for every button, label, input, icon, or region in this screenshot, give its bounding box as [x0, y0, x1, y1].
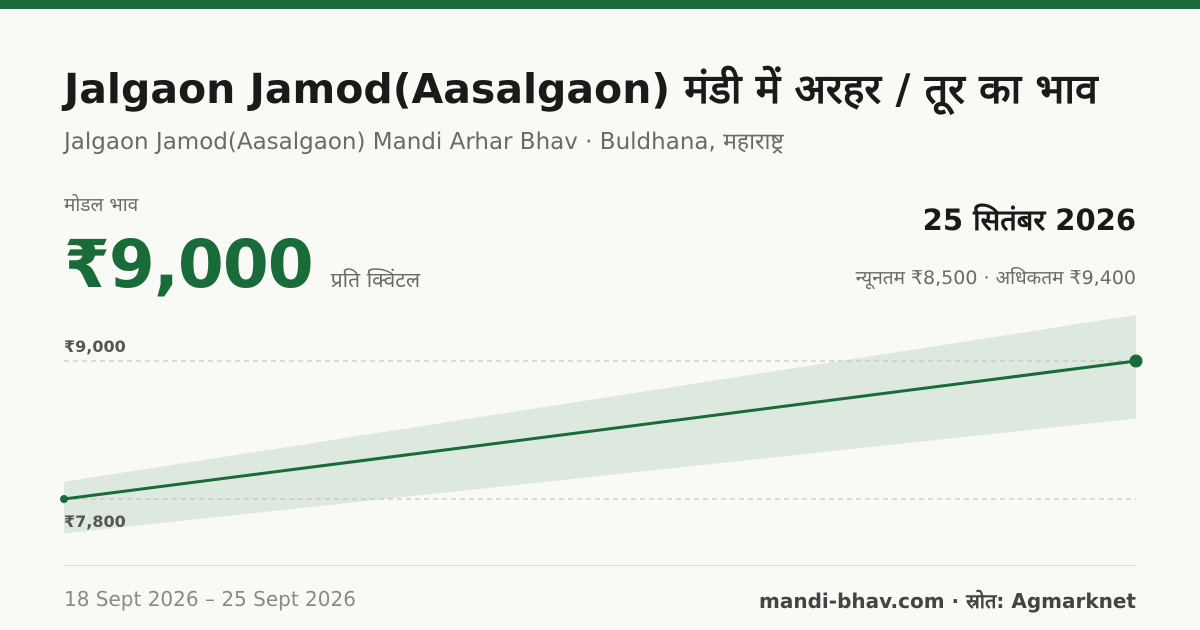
modal-price-value: ₹9,000 [64, 226, 314, 303]
modal-price-label: मोडल भाव [64, 194, 139, 216]
y-tick-label: ₹7,800 [64, 512, 126, 531]
price-range-band [64, 315, 1136, 534]
y-tick-label: ₹9,000 [64, 337, 126, 356]
data-point [60, 495, 68, 503]
price-row: ₹9,000 प्रति क्विंटल [64, 226, 420, 303]
price-min-max: न्यूनतम ₹8,500 · अधिकतम ₹9,400 [855, 267, 1136, 289]
top-accent-bar [0, 0, 1200, 9]
price-unit: प्रति क्विंटल [330, 268, 421, 292]
price-line [63, 359, 1137, 501]
data-point [1129, 354, 1143, 368]
footer-divider [64, 565, 1136, 566]
page-title: Jalgaon Jamod(Aasalgaon) मंडी में अरहर /… [64, 65, 1098, 113]
price-date: 25 सितंबर 2026 [922, 203, 1136, 237]
footer-date-range: 18 Sept 2026 – 25 Sept 2026 [64, 587, 356, 611]
footer-source: mandi-bhav.com · स्रोत: Agmarknet [759, 589, 1136, 613]
page-subtitle: Jalgaon Jamod(Aasalgaon) Mandi Arhar Bha… [64, 129, 784, 155]
